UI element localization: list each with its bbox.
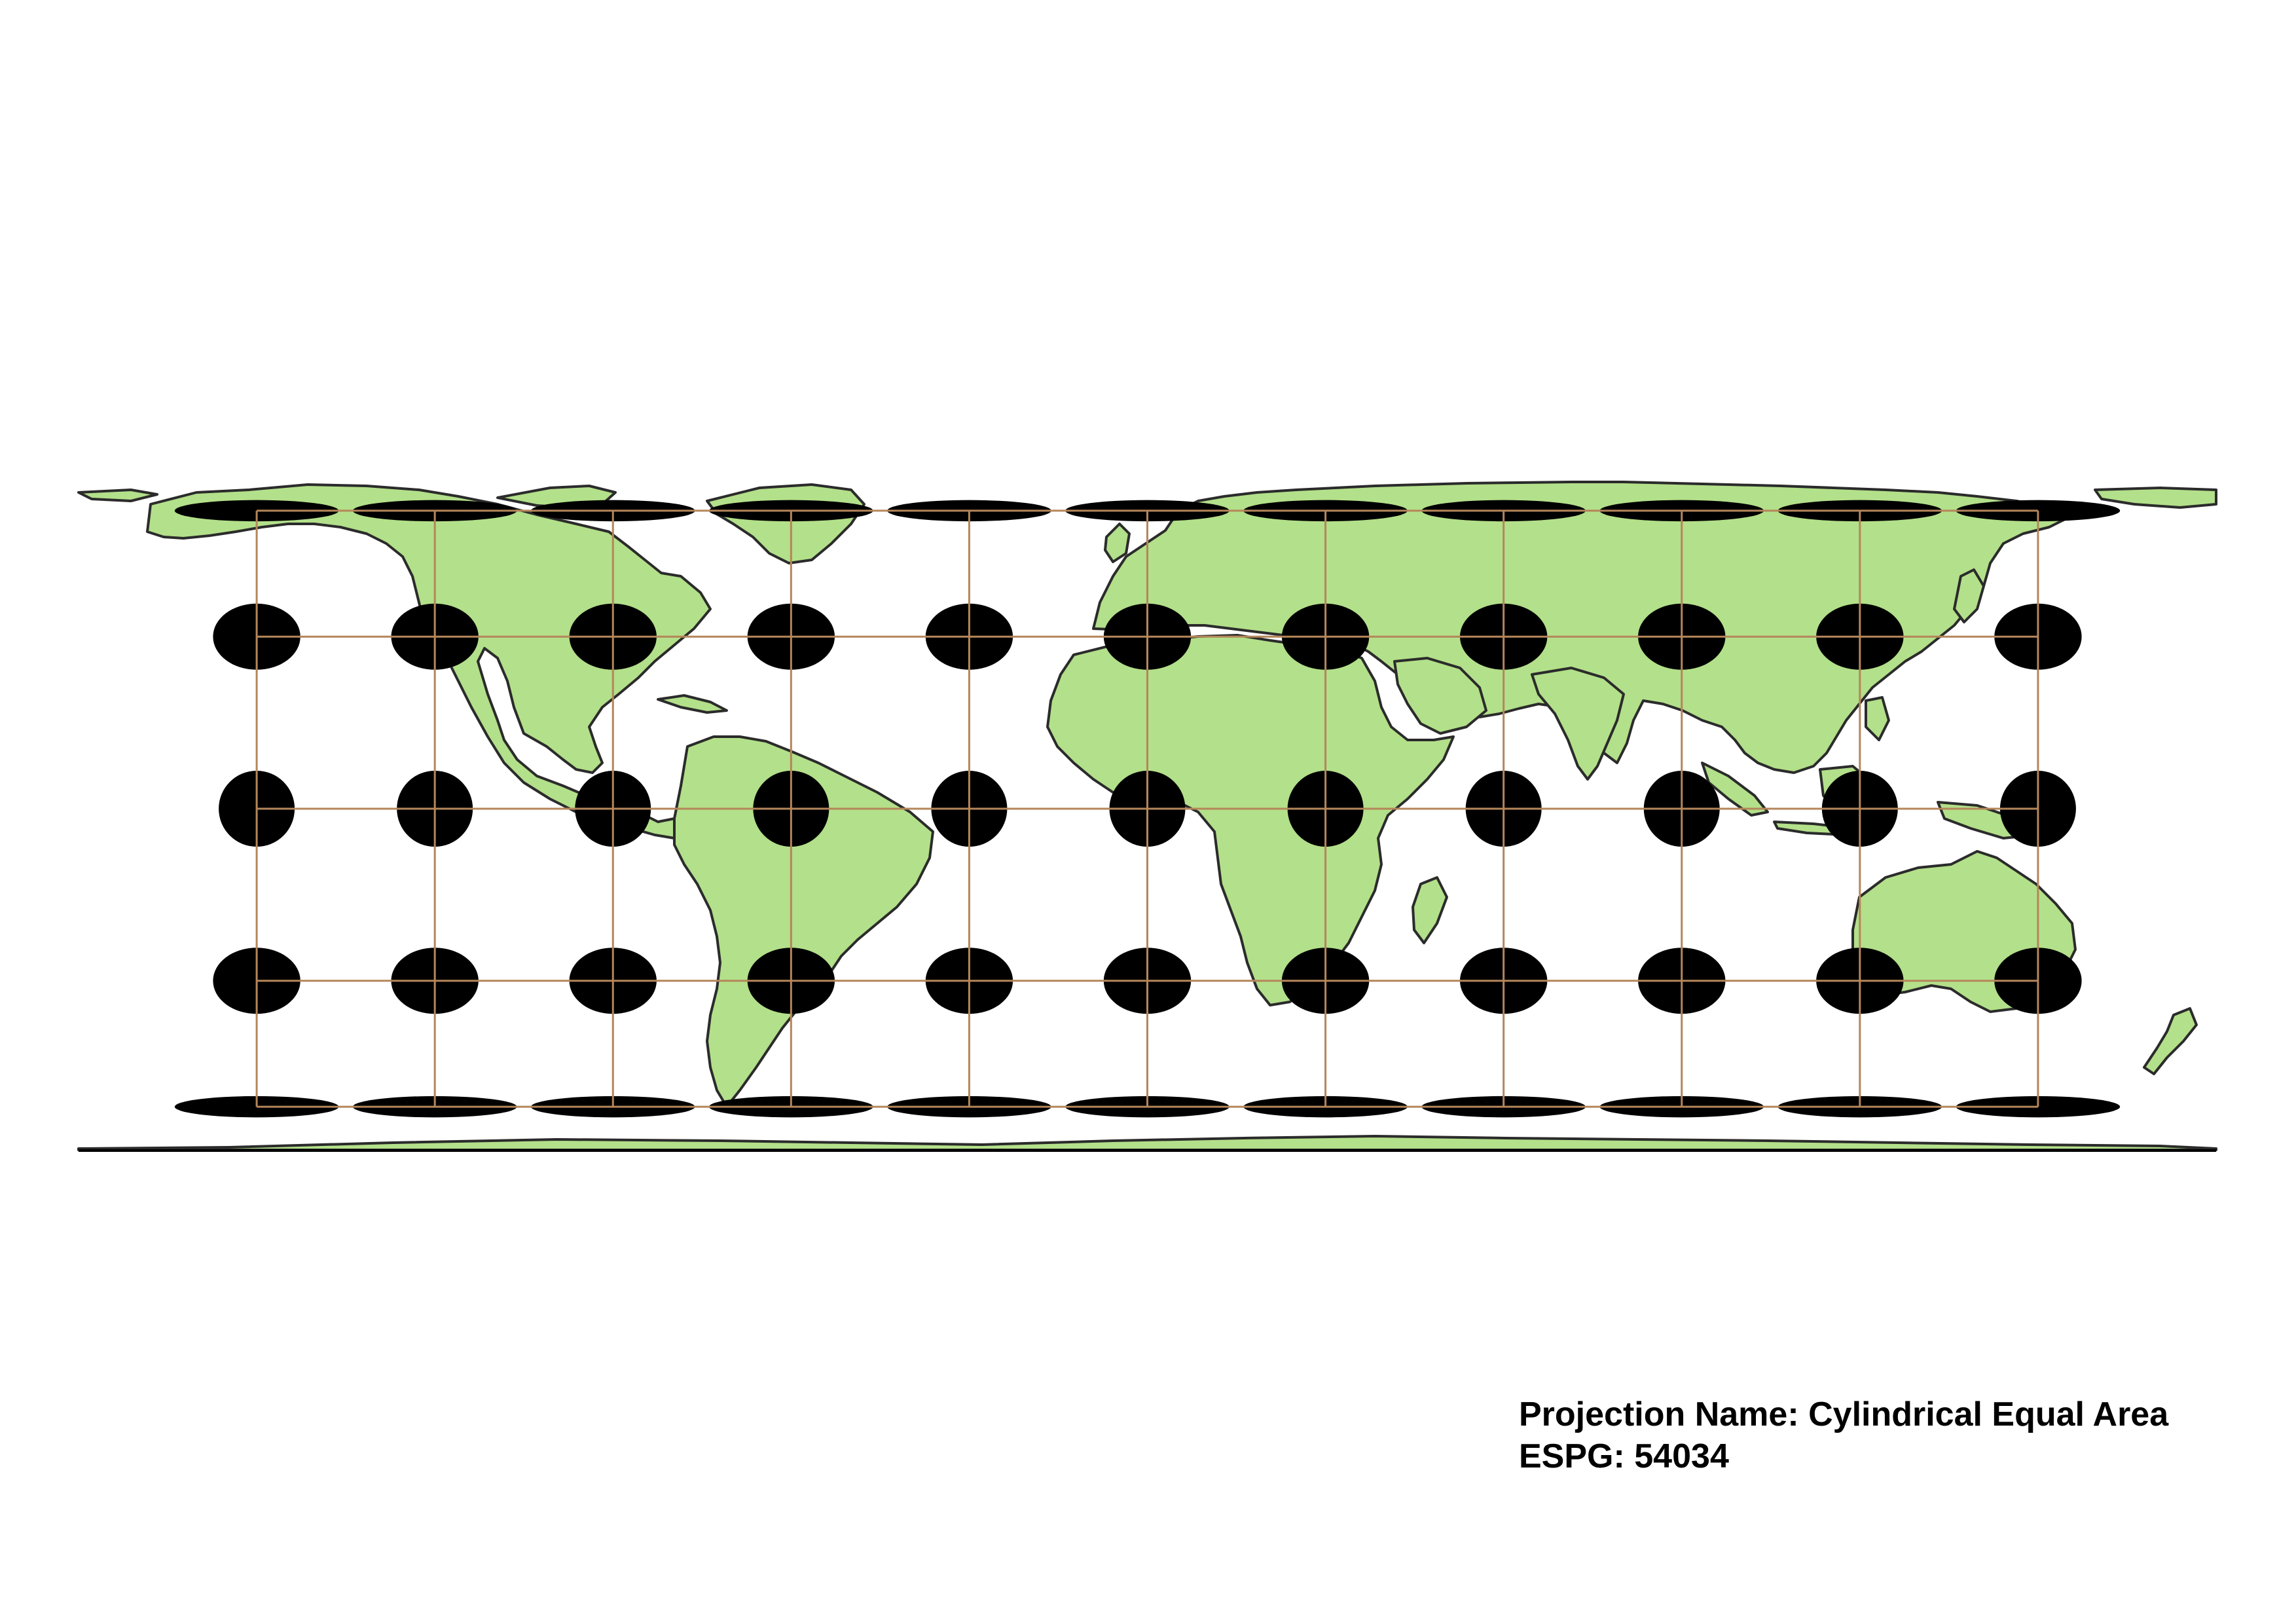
arctic-rim-west bbox=[77, 489, 158, 502]
sumatra bbox=[1701, 762, 1769, 817]
antarctica bbox=[77, 1135, 2217, 1151]
africa bbox=[1046, 634, 1455, 1006]
british-isles bbox=[1104, 523, 1131, 563]
madagascar bbox=[1412, 876, 1448, 944]
indian-subcontinent bbox=[1531, 667, 1625, 781]
graticule-layer bbox=[255, 509, 2039, 1108]
arctic-rim-east bbox=[2094, 487, 2217, 509]
cuba bbox=[657, 694, 728, 714]
philippines bbox=[1865, 696, 1890, 741]
arabian-peninsula bbox=[1393, 657, 1487, 735]
projection-caption: Projection Name: Cylindrical Equal Area … bbox=[1519, 1393, 2168, 1477]
projection-name-label: Projection Name: Cylindrical Equal Area bbox=[1519, 1395, 2169, 1433]
japan bbox=[1953, 568, 1985, 623]
north-america bbox=[146, 483, 712, 840]
new-zealand bbox=[2143, 1007, 2198, 1075]
greenland bbox=[706, 483, 866, 564]
south-america bbox=[673, 735, 934, 1108]
epsg-label: ESPG: 54034 bbox=[1519, 1437, 1729, 1475]
